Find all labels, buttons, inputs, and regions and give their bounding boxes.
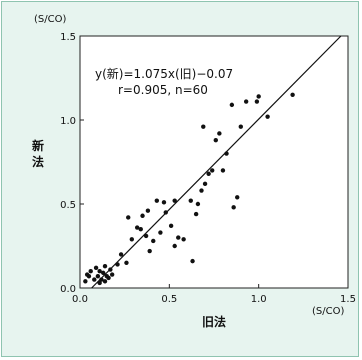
data-point: [140, 213, 145, 218]
data-point: [220, 168, 226, 173]
y-tick-label: 1.5: [60, 32, 76, 43]
data-point: [176, 235, 181, 240]
data-point: [109, 272, 115, 277]
data-point: [93, 265, 99, 271]
regression-line: [91, 35, 342, 289]
data-point: [193, 211, 199, 217]
data-point: [265, 114, 270, 119]
data-point: [138, 227, 143, 232]
data-point: [97, 269, 102, 274]
data-point: [134, 225, 140, 230]
data-point: [190, 258, 195, 264]
data-point: [147, 248, 152, 254]
data-point: [158, 230, 163, 235]
y-axis-label: 新法: [32, 138, 44, 169]
data-point: [231, 205, 236, 210]
data-point: [243, 99, 249, 104]
ticks-layer: 0.0 0.5 1.0 1.5 0.0 0.5 1.0 1.5: [60, 32, 356, 305]
data-point: [202, 181, 208, 187]
data-point: [172, 198, 177, 203]
data-point: [188, 198, 193, 203]
y-tick-label: 0.0: [60, 284, 76, 295]
annotation-stats: r=0.905, n=60: [118, 83, 208, 97]
data-point: [238, 124, 243, 129]
x-tick-label: 1.0: [251, 294, 267, 305]
data-point: [83, 279, 88, 284]
data-point: [161, 200, 167, 205]
data-point: [154, 198, 160, 203]
x-tick-label: 0.0: [72, 294, 88, 305]
plot-area: [79, 35, 349, 289]
data-point: [256, 94, 261, 99]
data-point: [151, 238, 156, 244]
data-point: [181, 237, 186, 242]
data-point: [235, 195, 240, 200]
data-point: [129, 237, 135, 242]
y-unit-label: (S/CO): [34, 14, 66, 25]
data-point: [118, 252, 124, 257]
data-point: [217, 131, 222, 136]
data-point: [126, 215, 131, 220]
y-tick-label: 0.5: [60, 200, 76, 211]
data-point: [145, 208, 151, 213]
data-point: [101, 270, 106, 276]
data-point: [124, 260, 129, 265]
data-point: [290, 92, 295, 98]
x-unit-label: (S/CO): [312, 306, 344, 317]
annotation-equation: y(新)=1.075x(旧)−0.07: [95, 66, 233, 81]
data-point: [97, 280, 102, 286]
data-point: [102, 279, 108, 284]
data-point: [102, 263, 108, 269]
y-tick-label: 1.0: [60, 116, 76, 127]
data-point: [168, 223, 174, 229]
data-point: [92, 277, 97, 282]
data-point: [199, 188, 204, 193]
data-point: [254, 99, 260, 104]
data-point: [172, 243, 177, 249]
data-point: [106, 275, 111, 281]
data-point: [88, 269, 93, 274]
points-layer: [83, 92, 295, 286]
x-tick-label: 0.5: [161, 294, 177, 305]
data-point: [213, 137, 218, 143]
data-point: [229, 102, 235, 108]
data-point: [86, 274, 92, 279]
data-point: [95, 274, 101, 279]
x-axis-label: 旧法: [202, 314, 226, 329]
data-point: [201, 124, 206, 129]
x-tick-label: 1.5: [340, 294, 356, 305]
data-point: [195, 201, 201, 207]
data-point: [210, 168, 215, 173]
data-point: [206, 171, 211, 176]
